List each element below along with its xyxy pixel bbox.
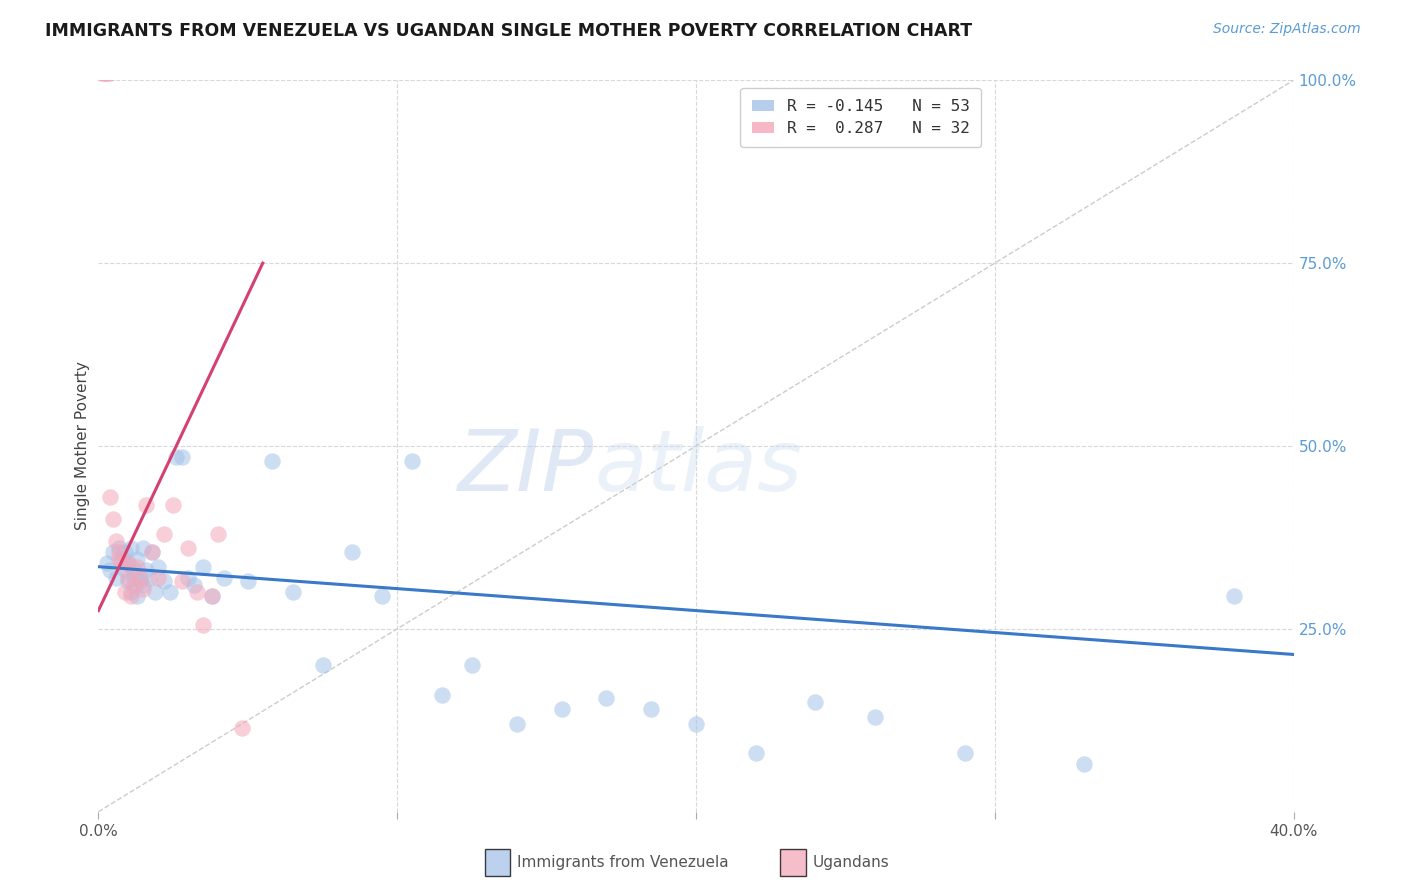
Point	[117, 571, 139, 585]
Point	[865, 709, 887, 723]
Text: Immigrants from Venezuela: Immigrants from Venezuela	[517, 855, 730, 870]
Point	[177, 541, 200, 556]
Point	[127, 559, 149, 574]
Point	[148, 571, 170, 585]
Point	[114, 545, 136, 559]
Point	[127, 589, 149, 603]
Point	[236, 574, 259, 589]
Point	[595, 691, 617, 706]
Legend: R = -0.145   N = 53, R =  0.287   N = 32: R = -0.145 N = 53, R = 0.287 N = 32	[741, 88, 981, 147]
Y-axis label: Single Mother Poverty: Single Mother Poverty	[75, 361, 90, 531]
Point	[159, 585, 181, 599]
Point	[108, 552, 131, 566]
Point	[311, 658, 333, 673]
Point	[201, 589, 224, 603]
Point	[640, 702, 662, 716]
Point	[105, 534, 128, 549]
Text: IMMIGRANTS FROM VENEZUELA VS UGANDAN SINGLE MOTHER POVERTY CORRELATION CHART: IMMIGRANTS FROM VENEZUELA VS UGANDAN SIN…	[45, 22, 972, 40]
Point	[148, 559, 170, 574]
Point	[108, 545, 131, 559]
Point	[120, 589, 142, 603]
Point	[114, 563, 136, 577]
Point	[231, 721, 253, 735]
Text: Source: ZipAtlas.com: Source: ZipAtlas.com	[1213, 22, 1361, 37]
Point	[96, 66, 118, 80]
Point	[183, 578, 205, 592]
Point	[135, 498, 157, 512]
Point	[129, 574, 152, 589]
Point	[506, 717, 529, 731]
Text: Ugandans: Ugandans	[813, 855, 890, 870]
Point	[105, 571, 128, 585]
Point	[98, 490, 122, 504]
Point	[342, 545, 364, 559]
Point	[162, 498, 184, 512]
Point	[124, 571, 146, 585]
Point	[138, 571, 160, 585]
Point	[550, 702, 572, 716]
Point	[201, 589, 224, 603]
Point	[177, 571, 200, 585]
Point	[401, 453, 423, 467]
Point	[120, 541, 142, 556]
Point	[745, 746, 768, 760]
Point	[111, 556, 134, 570]
Point	[153, 526, 176, 541]
Point	[132, 582, 155, 596]
Point	[98, 563, 122, 577]
Point	[1073, 757, 1095, 772]
Point	[172, 574, 194, 589]
Point	[461, 658, 484, 673]
Point	[953, 746, 976, 760]
Text: atlas: atlas	[595, 426, 803, 509]
Point	[371, 589, 394, 603]
Point	[685, 717, 707, 731]
Point	[111, 552, 134, 566]
Point	[191, 618, 214, 632]
Point	[1223, 589, 1246, 603]
Point	[120, 585, 142, 599]
Text: ZIP: ZIP	[458, 426, 595, 509]
Point	[172, 450, 194, 464]
Point	[260, 453, 283, 467]
Point	[141, 545, 163, 559]
Point	[117, 574, 139, 589]
Point	[207, 526, 229, 541]
Point	[804, 695, 827, 709]
Point	[124, 578, 146, 592]
Point	[117, 556, 139, 570]
Point	[117, 556, 139, 570]
Point	[165, 450, 187, 464]
Point	[430, 688, 453, 702]
Point	[135, 563, 157, 577]
Point	[96, 66, 118, 80]
Point	[114, 585, 136, 599]
Point	[96, 556, 118, 570]
Point	[186, 585, 208, 599]
Point	[281, 585, 304, 599]
Point	[153, 574, 176, 589]
Point	[191, 559, 214, 574]
Point	[143, 585, 166, 599]
Point	[132, 541, 155, 556]
Point	[93, 66, 115, 80]
Point	[90, 66, 112, 80]
Point	[124, 563, 146, 577]
Point	[103, 545, 125, 559]
Point	[212, 571, 235, 585]
Point	[127, 552, 149, 566]
Point	[132, 578, 155, 592]
Point	[98, 66, 122, 80]
Point	[141, 545, 163, 559]
Point	[129, 571, 152, 585]
Point	[103, 512, 125, 526]
Point	[93, 66, 115, 80]
Point	[108, 541, 131, 556]
